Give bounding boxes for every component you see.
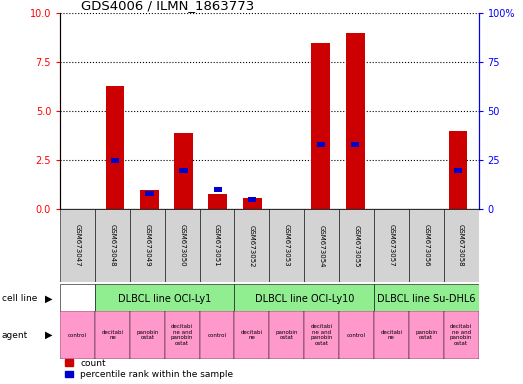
Bar (248, 197, 256, 202)
Bar (304, 311, 339, 359)
Bar (60, 284, 95, 313)
Bar (346, 33, 365, 209)
Bar (140, 190, 159, 209)
Text: decitabi
ne: decitabi ne (380, 330, 402, 340)
Text: GSM673058: GSM673058 (458, 224, 464, 267)
Text: DLBCL line Su-DHL6: DLBCL line Su-DHL6 (377, 293, 475, 304)
Bar (60, 311, 95, 359)
Text: GSM673057: GSM673057 (389, 224, 394, 267)
Bar (339, 209, 374, 282)
Text: GSM673050: GSM673050 (179, 224, 185, 267)
Text: DLBCL line OCI-Ly10: DLBCL line OCI-Ly10 (255, 293, 354, 304)
Bar (409, 311, 444, 359)
Bar (165, 311, 200, 359)
Bar (95, 311, 130, 359)
Bar (60, 209, 95, 282)
Text: panobin
ostat: panobin ostat (415, 330, 437, 340)
Bar (145, 191, 154, 196)
Bar (444, 311, 479, 359)
Bar (351, 142, 359, 147)
Bar (304, 209, 339, 282)
Bar (243, 197, 262, 209)
Bar (214, 187, 222, 192)
Text: GSM673051: GSM673051 (214, 224, 220, 267)
Text: decitabi
ne and
panobin
ostat: decitabi ne and panobin ostat (311, 324, 333, 346)
Bar (374, 284, 479, 313)
Bar (234, 209, 269, 282)
Bar (409, 209, 444, 282)
Text: GSM673053: GSM673053 (284, 224, 290, 267)
Text: GSM673055: GSM673055 (354, 225, 359, 267)
Bar (234, 284, 374, 313)
Text: GSM673048: GSM673048 (109, 224, 116, 267)
Text: GSM673056: GSM673056 (423, 224, 429, 267)
Bar (316, 142, 325, 147)
Bar (311, 43, 330, 209)
Text: decitabi
ne: decitabi ne (101, 330, 123, 340)
Bar (130, 311, 165, 359)
Text: agent: agent (2, 331, 28, 339)
Bar (209, 194, 228, 209)
Bar (95, 209, 130, 282)
Text: cell line: cell line (2, 294, 37, 303)
Bar (374, 209, 409, 282)
Text: control: control (68, 333, 87, 338)
Text: ▶: ▶ (45, 330, 52, 340)
Text: panobin
ostat: panobin ostat (276, 330, 298, 340)
Bar (95, 284, 234, 313)
Text: decitabi
ne: decitabi ne (241, 330, 263, 340)
Legend: count, percentile rank within the sample: count, percentile rank within the sample (65, 359, 233, 379)
Bar (269, 311, 304, 359)
Bar (200, 311, 234, 359)
Text: DLBCL line OCI-Ly1: DLBCL line OCI-Ly1 (118, 293, 211, 304)
Text: panobin
ostat: panobin ostat (136, 330, 158, 340)
Bar (130, 209, 165, 282)
Text: GSM673052: GSM673052 (249, 225, 255, 267)
Bar (449, 131, 468, 209)
Bar (339, 311, 374, 359)
Bar (106, 86, 124, 209)
Bar (234, 311, 269, 359)
Text: GDS4006 / ILMN_1863773: GDS4006 / ILMN_1863773 (81, 0, 254, 12)
Bar (444, 209, 479, 282)
Bar (111, 158, 119, 163)
Bar (374, 311, 409, 359)
Bar (269, 209, 304, 282)
Text: GSM673049: GSM673049 (144, 224, 150, 267)
Bar (200, 209, 234, 282)
Text: GSM673054: GSM673054 (319, 225, 325, 267)
Text: decitabi
ne and
panobin
ostat: decitabi ne and panobin ostat (450, 324, 472, 346)
Bar (174, 133, 193, 209)
Bar (454, 168, 462, 172)
Bar (179, 168, 188, 172)
Text: control: control (208, 333, 226, 338)
Text: control: control (347, 333, 366, 338)
Text: GSM673047: GSM673047 (75, 224, 81, 267)
Text: decitabi
ne and
panobin
ostat: decitabi ne and panobin ostat (171, 324, 194, 346)
Bar (165, 209, 200, 282)
Text: ▶: ▶ (45, 293, 52, 304)
